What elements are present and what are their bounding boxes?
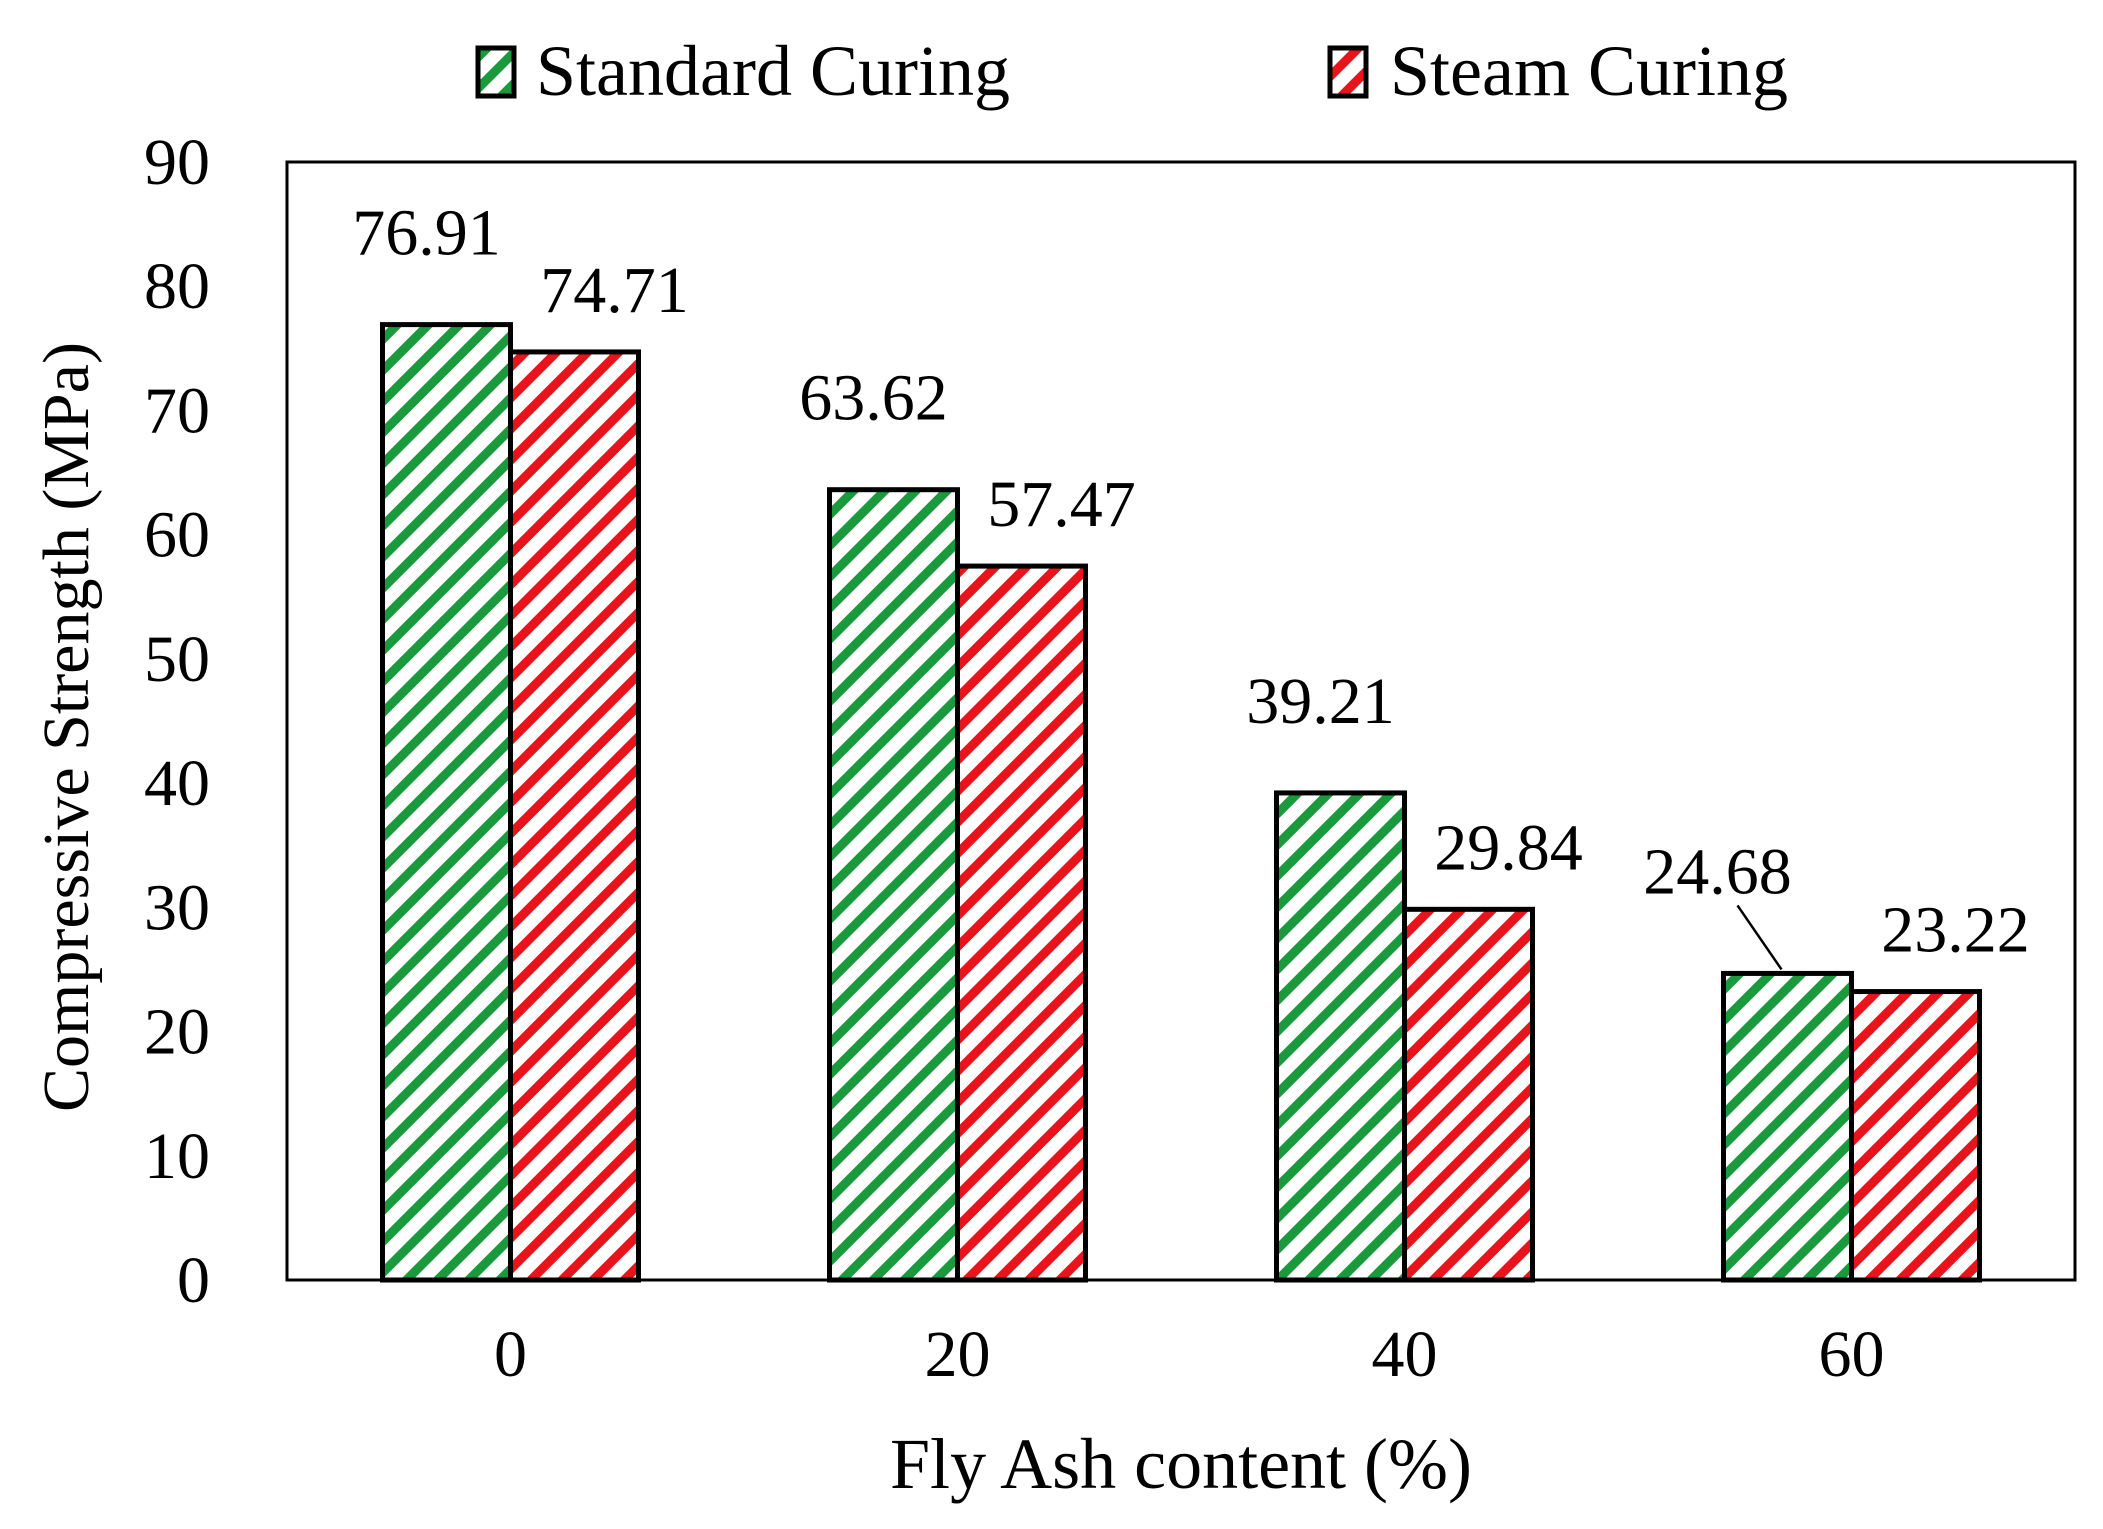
legend-item-steam-curing[interactable]: Steam Curing — [1327, 31, 1788, 111]
legend-swatch-standard-curing — [475, 45, 517, 99]
legend-item-standard-curing[interactable]: Standard Curing — [475, 31, 1010, 111]
bar-steam-curing-0[interactable] — [508, 349, 641, 1283]
y-tick-label-50: 50 — [144, 623, 210, 696]
bar-steam-curing-60[interactable] — [1849, 989, 1982, 1283]
legend-swatch-steam-curing — [1327, 45, 1369, 99]
data-label-standard-curing-0: 76.91 — [352, 197, 501, 270]
legend-label-steam-curing: Steam Curing — [1390, 31, 1788, 111]
y-tick-label-20: 20 — [144, 996, 210, 1069]
bar-steam-curing-40[interactable] — [1402, 906, 1535, 1283]
legend: Standard Curing Steam Curing — [475, 31, 1788, 111]
y-tick-label-10: 10 — [144, 1120, 210, 1193]
data-label-standard-curing-40: 39.21 — [1246, 665, 1395, 738]
data-label-steam-curing-60: 23.22 — [1881, 894, 2030, 967]
bar-steam-curing-20[interactable] — [955, 563, 1088, 1283]
legend-label-standard-curing: Standard Curing — [536, 31, 1010, 111]
y-tick-label-60: 60 — [144, 499, 210, 572]
x-tick-label-20: 20 — [925, 1318, 991, 1391]
bar-standard-curing-60[interactable] — [1721, 970, 1854, 1283]
bars — [380, 322, 1982, 1283]
data-label-steam-curing-40: 29.84 — [1434, 811, 1583, 884]
x-tick-label-40: 40 — [1372, 1318, 1438, 1391]
data-label-steam-curing-20: 57.47 — [987, 468, 1136, 541]
y-axis-ticks: 0 10 20 30 40 50 60 70 80 90 — [144, 126, 210, 1317]
bar-standard-curing-0[interactable] — [380, 322, 513, 1283]
x-axis-ticks: 0 20 40 60 — [494, 1318, 1885, 1391]
y-tick-label-0: 0 — [177, 1244, 210, 1317]
y-axis-title: Compressive Strength (MPa) — [30, 342, 103, 1112]
bar-standard-curing-40[interactable] — [1274, 790, 1407, 1283]
x-tick-label-0: 0 — [494, 1318, 527, 1391]
x-axis-title: Fly Ash content (%) — [890, 1424, 1472, 1504]
data-label-standard-curing-60: 24.68 — [1643, 835, 1792, 908]
y-tick-label-30: 30 — [144, 871, 210, 944]
y-tick-label-80: 80 — [144, 250, 210, 323]
data-labels: 76.91 74.71 63.62 57.47 39.21 29.84 24.68 23.22 — [352, 197, 2030, 971]
y-tick-label-70: 70 — [144, 374, 210, 447]
x-tick-label-60: 60 — [1819, 1318, 1885, 1391]
plot-area-frame — [285, 160, 2077, 1282]
data-label-standard-curing-20: 63.62 — [799, 362, 948, 435]
bar-standard-curing-20[interactable] — [827, 487, 960, 1283]
y-tick-label-90: 90 — [144, 126, 210, 199]
data-label-steam-curing-0: 74.71 — [540, 254, 689, 327]
y-tick-label-40: 40 — [144, 747, 210, 820]
leader-line-standard-curing-60 — [1736, 904, 1783, 971]
